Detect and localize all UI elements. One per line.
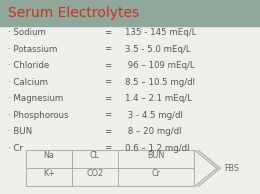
Text: · Sodium: · Sodium <box>8 28 46 37</box>
Text: · Potassium: · Potassium <box>8 45 57 54</box>
Text: 96 – 109 mEq/L: 96 – 109 mEq/L <box>125 61 194 70</box>
Text: 0.6 – 1.2 mg/dl: 0.6 – 1.2 mg/dl <box>125 144 189 152</box>
Bar <box>0 0 260 26</box>
Text: CL: CL <box>90 151 100 160</box>
Text: =: = <box>104 78 111 87</box>
Text: · Calcium: · Calcium <box>8 78 48 87</box>
Text: · Cr: · Cr <box>8 144 23 152</box>
Text: 3 - 4.5 mg/dl: 3 - 4.5 mg/dl <box>125 111 183 120</box>
Text: 135 - 145 mEq/L: 135 - 145 mEq/L <box>125 28 196 37</box>
Text: FBS: FBS <box>224 164 239 173</box>
Text: =: = <box>104 127 111 136</box>
Text: Cr: Cr <box>152 169 160 178</box>
Text: · Chloride: · Chloride <box>8 61 49 70</box>
Text: CO2: CO2 <box>86 169 103 178</box>
Text: K+: K+ <box>43 169 55 178</box>
Text: Na: Na <box>43 151 54 160</box>
Text: 3.5 - 5.0 mEq/L: 3.5 - 5.0 mEq/L <box>125 45 190 54</box>
Text: 8.5 – 10.5 mg/dl: 8.5 – 10.5 mg/dl <box>125 78 195 87</box>
Text: =: = <box>104 28 111 37</box>
Text: · BUN: · BUN <box>8 127 32 136</box>
Text: · Magnesium: · Magnesium <box>8 94 63 103</box>
Text: 1.4 – 2.1 mEq/L: 1.4 – 2.1 mEq/L <box>125 94 192 103</box>
Text: =: = <box>104 94 111 103</box>
Text: Serum Electrolytes: Serum Electrolytes <box>8 6 139 20</box>
Text: =: = <box>104 61 111 70</box>
Text: =: = <box>104 45 111 54</box>
Text: · Phosphorous: · Phosphorous <box>8 111 68 120</box>
Text: =: = <box>104 144 111 152</box>
Text: =: = <box>104 111 111 120</box>
Text: 8 – 20 mg/dl: 8 – 20 mg/dl <box>125 127 181 136</box>
Text: BUN: BUN <box>147 151 165 160</box>
